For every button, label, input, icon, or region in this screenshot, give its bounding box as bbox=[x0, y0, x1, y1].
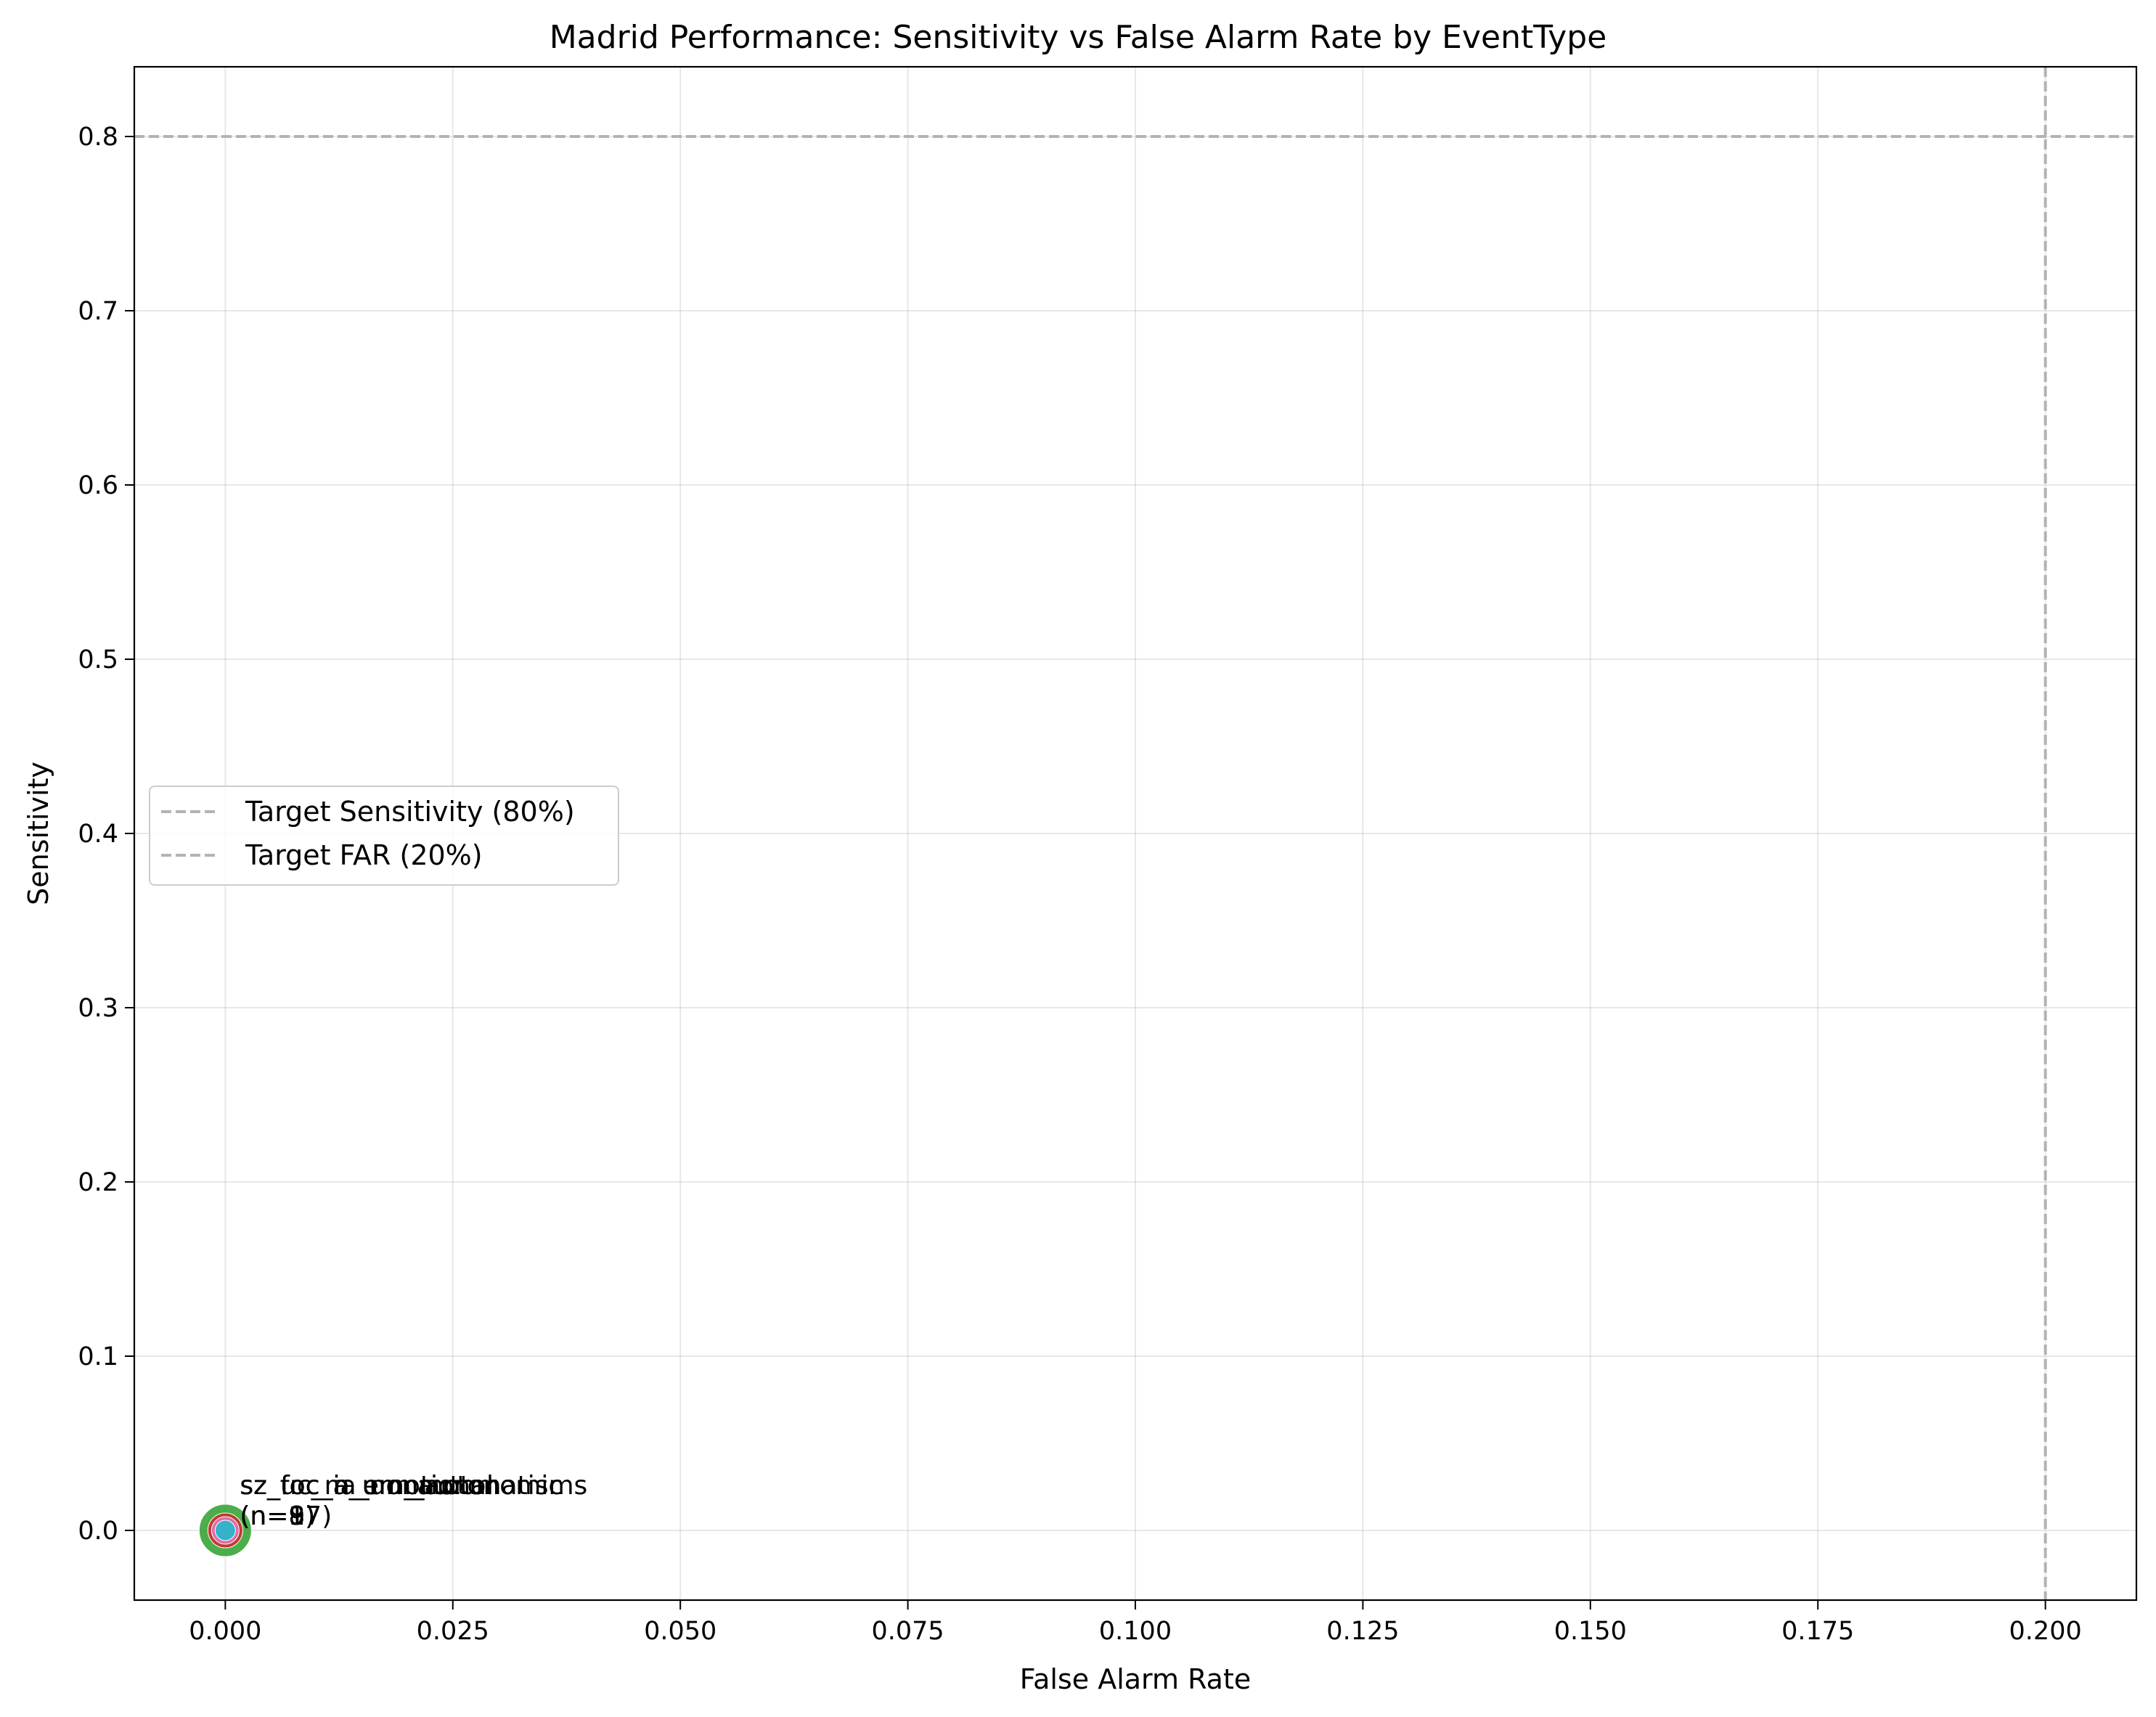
x-axis-label: False Alarm Rate bbox=[1020, 1663, 1251, 1695]
point-annotations: sz_foc_ia_nonmotor(n=8)sz_foc_a_um_autom… bbox=[240, 1471, 587, 1531]
x-tick-label: 0.150 bbox=[1554, 1617, 1627, 1646]
reference-lines bbox=[134, 67, 2136, 1600]
legend-label-target-sensitivity: Target Sensitivity (80%) bbox=[245, 796, 575, 828]
y-axis-label: Sensitivity bbox=[23, 762, 54, 905]
point-annotation-label: sz_uc_m_emotional bbox=[240, 1471, 494, 1501]
x-tick-label: 0.000 bbox=[189, 1617, 261, 1646]
y-tick-label: 0.5 bbox=[78, 645, 118, 674]
y-tick-label: 0.7 bbox=[78, 297, 118, 326]
y-tick-label: 0.2 bbox=[78, 1168, 118, 1197]
x-tick-label: 0.125 bbox=[1326, 1617, 1399, 1646]
legend-label-target-far: Target FAR (20%) bbox=[245, 839, 483, 871]
y-axis-ticks: 0.0 0.1 0.2 0.3 0.4 0.5 0.6 0.7 0.8 bbox=[78, 123, 134, 1546]
x-tick-label: 0.100 bbox=[1099, 1617, 1172, 1646]
x-tick-label: 0.050 bbox=[644, 1617, 716, 1646]
point-annotation-count: (n=17) bbox=[240, 1501, 332, 1531]
y-tick-label: 0.1 bbox=[78, 1342, 118, 1371]
x-tick-label: 0.025 bbox=[417, 1617, 489, 1646]
x-tick-label: 0.075 bbox=[871, 1617, 944, 1646]
x-tick-label: 0.175 bbox=[1781, 1617, 1854, 1646]
chart-title: Madrid Performance: Sensitivity vs False… bbox=[550, 19, 1607, 56]
y-tick-label: 0.3 bbox=[78, 994, 118, 1023]
legend-box bbox=[149, 786, 619, 886]
data-points bbox=[198, 1504, 252, 1557]
x-axis-ticks: 0.000 0.025 0.050 0.075 0.100 0.125 0.150 0.175… bbox=[189, 1600, 2082, 1646]
point-annotation-label: sz_foc_a_um_automatisms bbox=[240, 1471, 587, 1501]
point-annotation-count: (n=8) bbox=[240, 1501, 315, 1531]
y-tick-label: 0.6 bbox=[78, 471, 118, 500]
y-tick-label: 0.4 bbox=[78, 820, 118, 849]
point-annotation-count: (n=9) bbox=[240, 1501, 315, 1531]
x-tick-label: 0.200 bbox=[2009, 1617, 2082, 1646]
point-annotation-count: (n=1) bbox=[240, 1501, 315, 1531]
point-annotation-label: sz_foc_ia_um_autonomic bbox=[240, 1471, 563, 1501]
data-point bbox=[214, 1520, 236, 1541]
y-tick-label: 0.8 bbox=[78, 123, 118, 152]
legend: Target Sensitivity (80%) Target FAR (20%… bbox=[149, 786, 619, 886]
point-annotation-label: sz_foc_ia_nonmotor bbox=[240, 1471, 497, 1501]
y-tick-label: 0.0 bbox=[78, 1517, 118, 1546]
